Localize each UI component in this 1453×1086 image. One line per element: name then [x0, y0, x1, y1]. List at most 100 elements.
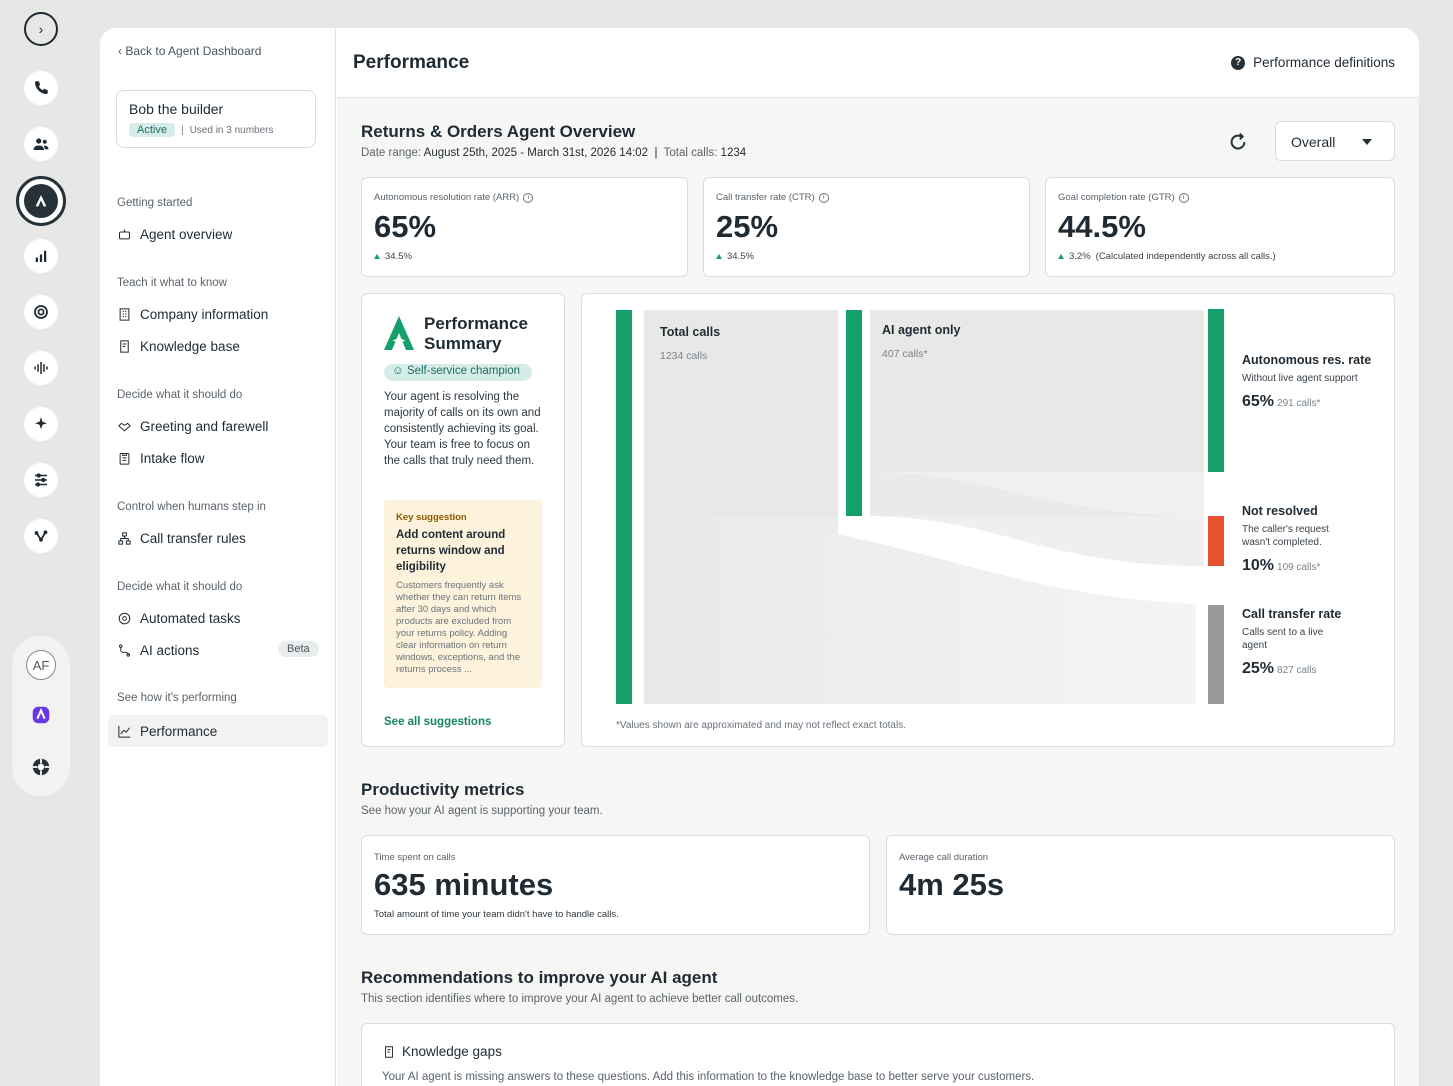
nav-label: Automated tasks	[140, 611, 241, 626]
nav-item-agent-overview[interactable]: Agent overview	[117, 227, 232, 242]
knowledge-gaps-desc: Your AI agent is missing answers to thes…	[382, 1071, 1035, 1083]
summary-title: Performance Summary	[424, 314, 528, 354]
see-all-suggestions-link[interactable]: See all suggestions	[384, 716, 492, 728]
performance-definitions-link[interactable]: ? Performance definitions	[1231, 55, 1395, 70]
total-calls-bar	[616, 310, 632, 704]
expand-icon[interactable]: ›	[24, 12, 58, 46]
segment-select[interactable]: Overall	[1275, 121, 1395, 161]
kpi-card-gtr: Goal completion rate (GTR) i 44.5% 3.2% (C…	[1045, 177, 1395, 277]
kpi-card-arr: Autonomous resolution rate (ARR) i 65% 34…	[361, 177, 688, 277]
suggestion-body: Customers frequently ask whether they ca…	[396, 580, 522, 675]
call-flow-diagram	[616, 309, 1224, 704]
divider: |	[180, 124, 184, 136]
total-calls-label: Total calls	[660, 325, 721, 339]
nav-item-greeting-and-farewell[interactable]: Greeting and farewell	[117, 419, 268, 434]
nav-label: Agent overview	[140, 227, 233, 242]
refresh-icon[interactable]	[1227, 131, 1249, 153]
ai-flow-band	[644, 310, 838, 518]
voice-icon[interactable]	[24, 351, 58, 385]
outcome-value: 25%	[1242, 660, 1275, 677]
outcome-calls: 291 calls*	[1277, 398, 1321, 409]
app-rail: › AF	[0, 0, 84, 1086]
nav-item-ai-actions[interactable]: AI actions	[117, 643, 199, 658]
sliders-icon[interactable]	[24, 463, 58, 497]
nav-label: Call transfer rules	[140, 531, 246, 546]
agent-usage: Used in 3 numbers	[189, 124, 274, 136]
suggestion-heading: Add content around returns window and el…	[396, 529, 506, 573]
summary-title-line: Performance	[424, 314, 528, 333]
transfer-flow-band	[644, 518, 1196, 704]
total-calls-value: 1234	[720, 147, 747, 159]
meta-separator: |	[654, 147, 658, 159]
ai-only-band	[870, 310, 1204, 516]
summary-title-line: Summary	[424, 334, 502, 353]
gear-icon	[118, 612, 131, 625]
definitions-label: Performance definitions	[1253, 55, 1395, 70]
productivity-title: Productivity metrics	[361, 780, 525, 799]
nav-label: Knowledge base	[140, 339, 240, 354]
kpi-delta: 34.5%	[385, 251, 412, 262]
ai-agent-icon[interactable]	[16, 176, 66, 226]
overview-title: Returns & Orders Agent Overview	[361, 122, 636, 141]
performance-summary-card: Performance Summary ☺ Self-service champi…	[361, 293, 565, 747]
rail-bottom-group: AF	[12, 636, 70, 796]
nav-item-performance[interactable]: Performance	[108, 715, 328, 747]
trend-up-icon	[716, 254, 722, 259]
outcome-title: Not resolved	[1242, 504, 1318, 518]
kpi-value: 65%	[374, 209, 437, 244]
date-range-label: Date range:	[361, 147, 422, 159]
outcome-title: Autonomous res. rate	[1242, 353, 1372, 367]
section-title: Decide what it should do	[117, 389, 243, 401]
nav-label: Performance	[140, 723, 218, 739]
kpi-label: Call transfer rate (CTR)	[716, 192, 815, 203]
nav-label: Company information	[140, 307, 269, 322]
knowledge-gaps-card[interactable]: Knowledge gaps Your AI agent is missing …	[361, 1023, 1395, 1086]
info-icon[interactable]: i	[818, 192, 829, 203]
avatar[interactable]: AF	[26, 650, 56, 680]
main-content: Performance ? Performance definitions Ret…	[337, 28, 1419, 1086]
nav-item-call-transfer-rules[interactable]: Call transfer rules	[117, 531, 246, 546]
overview-meta: Date range: August 25th, 2025 - March 31…	[361, 147, 746, 159]
chevron-left-icon: ‹	[118, 44, 126, 58]
nav-label: Intake flow	[140, 451, 205, 466]
integrations-icon[interactable]	[24, 519, 58, 553]
nav-item-knowledge-base[interactable]: Knowledge base	[117, 339, 240, 354]
ai-agent-sub: 407 calls*	[882, 348, 928, 360]
help-icon[interactable]	[26, 752, 56, 782]
summary-chip-label: Self-service champion	[406, 365, 521, 377]
section-title: Control when humans step in	[117, 501, 266, 513]
nav-item-intake-flow[interactable]: Intake flow	[117, 451, 205, 466]
flow-footnote: *Values shown are approximated and may n…	[616, 720, 906, 731]
kpi-value: 25%	[716, 209, 779, 244]
sparkle-icon[interactable]	[24, 407, 58, 441]
kpi-label: Goal completion rate (GTR)	[1058, 192, 1175, 203]
analytics-icon[interactable]	[24, 239, 58, 273]
clipboard-icon	[119, 453, 130, 465]
metric-card-duration: Average call duration 4m 25s	[886, 835, 1395, 935]
back-link[interactable]: ‹ Back to Agent Dashboard	[118, 44, 261, 58]
outcome-desc: Without live agent support	[1242, 373, 1358, 384]
nav-label: AI actions	[140, 643, 200, 658]
nav-item-automated-tasks[interactable]: Automated tasks	[117, 611, 241, 626]
contacts-icon[interactable]	[24, 127, 58, 161]
beta-badge: Beta	[278, 641, 319, 657]
info-icon[interactable]: i	[1178, 192, 1189, 203]
knowledge-gaps-title: Knowledge gaps	[402, 1044, 502, 1059]
smile-icon: ☺	[392, 365, 407, 377]
info-icon[interactable]: i	[523, 192, 534, 203]
target-icon[interactable]	[24, 295, 58, 329]
agent-card[interactable]: Bob the builder Active | Used in 3 numbers	[116, 90, 316, 148]
brand-logo-icon	[384, 316, 414, 350]
page-header: Performance ? Performance definitions	[337, 28, 1419, 98]
kpi-value: 44.5%	[1058, 209, 1146, 244]
outcome-autonomous: Autonomous res. rate Without live agent …	[1242, 352, 1382, 411]
suggestion-kicker: Key suggestion	[396, 512, 467, 523]
outcome-calls: 109 calls*	[1277, 562, 1321, 573]
nav-item-company-information[interactable]: Company information	[117, 307, 268, 322]
outcome-title: Call transfer rate	[1242, 607, 1342, 621]
back-link-label: Back to Agent Dashboard	[125, 44, 262, 58]
handshake-icon	[118, 422, 131, 432]
trend-up-icon	[374, 254, 380, 259]
brand-app-icon[interactable]	[26, 700, 56, 730]
phone-icon[interactable]	[24, 71, 58, 105]
